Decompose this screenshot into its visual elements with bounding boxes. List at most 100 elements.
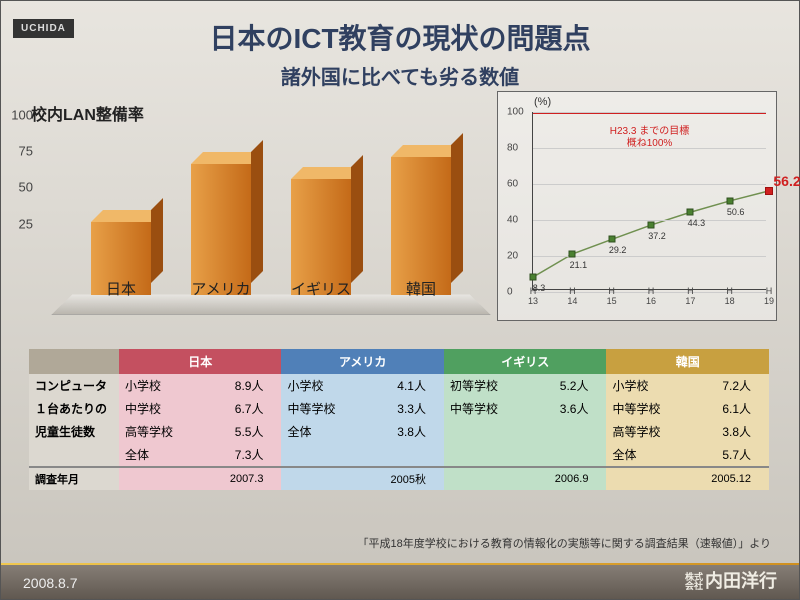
logo-badge: UCHIDA: [13, 19, 74, 38]
source-note: 「平成18年度学校における教育の情報化の実態等に関する調査結果（速報値）」より: [357, 535, 771, 551]
bar: 日本: [91, 222, 151, 295]
table-header-usa: アメリカ: [281, 349, 443, 374]
table-cell-label: 中等学校: [444, 397, 531, 420]
line-value-label: 37.2: [648, 231, 666, 241]
table-header-row: 日本 アメリカ イギリス 韓国: [29, 349, 769, 374]
line-value-label: 21.1: [570, 260, 588, 270]
bar-label: イギリス: [271, 278, 371, 299]
line-value-label: 56.2: [773, 173, 800, 189]
bar: アメリカ: [191, 164, 251, 295]
line-y-tick: 20: [507, 251, 518, 262]
table-survey-value: 2005秋: [281, 467, 443, 490]
table-header-blank: [29, 349, 119, 374]
table-cell-label: 高等学校: [119, 420, 206, 443]
footer-date: 2008.8.7: [23, 575, 78, 591]
table-cell-label: [444, 420, 531, 443]
bar-front: [391, 157, 451, 295]
bar-y-tick: 25: [19, 216, 33, 231]
line-point: [608, 236, 615, 243]
table-cell-value: [368, 443, 444, 467]
bar-y-tick: 50: [19, 180, 33, 195]
data-table: 日本 アメリカ イギリス 韓国 コンピュータ小学校8.9人小学校4.1人初等学校…: [29, 349, 769, 490]
table-cell-label: 小学校: [281, 374, 368, 397]
table-header-japan: 日本: [119, 349, 281, 374]
line-grid: [533, 112, 766, 113]
bar-label: アメリカ: [171, 278, 271, 299]
footer-separator: [1, 563, 799, 565]
table-cell-value: 6.7人: [206, 397, 282, 420]
table-cell-label: 小学校: [606, 374, 693, 397]
line-x-tick: H 17: [685, 287, 695, 307]
line-y-tick: 80: [507, 143, 518, 154]
table-cell-value: 7.3人: [206, 443, 282, 467]
table-row-label: 児童生徒数: [29, 420, 119, 443]
bar-y-tick: 75: [19, 143, 33, 158]
line-x-tick: H 14: [567, 287, 577, 307]
table-row: 児童生徒数高等学校5.5人全体3.8人高等学校3.8人: [29, 420, 769, 443]
bar-side: [451, 133, 463, 283]
title-main: 日本のICT教育の現状の問題点: [1, 17, 799, 57]
table-survey-value: 2007.3: [119, 467, 281, 490]
table-row-label: １台あたりの: [29, 397, 119, 420]
line-value-label: 44.3: [688, 218, 706, 228]
table-row: １台あたりの中学校6.7人中等学校3.3人中等学校3.6人中等学校6.1人: [29, 397, 769, 420]
bar-y-tick: 100: [11, 107, 33, 122]
bar-label: 韓国: [371, 278, 471, 299]
table-cell-label: [281, 443, 368, 467]
bar-chart-plot: 255075100 日本アメリカイギリス韓国: [61, 135, 481, 315]
table-cell-label: 全体: [281, 420, 368, 443]
table-cell-value: 7.2人: [693, 374, 769, 397]
table-cell-label: 中学校: [119, 397, 206, 420]
table-cell-label: [444, 443, 531, 467]
table-cell-value: 8.9人: [206, 374, 282, 397]
table-cell-value: 4.1人: [368, 374, 444, 397]
line-point: [765, 187, 773, 195]
line-x-tick: H 16: [646, 287, 656, 307]
line-grid: [533, 184, 766, 185]
footer-company: 株式 会社内田洋行: [685, 567, 777, 593]
table-cell-value: 5.2人: [531, 374, 607, 397]
table-cell-label: 全体: [606, 443, 693, 467]
table-cell-label: 初等学校: [444, 374, 531, 397]
bar-chart-label: 校内LAN整備率: [31, 101, 471, 125]
footer: 2008.8.7 株式 会社内田洋行: [1, 563, 799, 599]
line-point: [569, 251, 576, 258]
bar: 韓国: [391, 157, 451, 295]
line-y-tick: 0: [507, 287, 513, 298]
line-point: [726, 197, 733, 204]
line-y-tick: 40: [507, 215, 518, 226]
table-cell-value: 6.1人: [693, 397, 769, 420]
line-y-tick: 100: [507, 107, 524, 118]
table-cell-value: [531, 443, 607, 467]
table-header-korea: 韓国: [606, 349, 769, 374]
line-chart-ylabel: (%): [534, 96, 551, 108]
table-row: 全体7.3人全体5.7人: [29, 443, 769, 467]
table-cell-value: 3.8人: [693, 420, 769, 443]
table-cell-label: 小学校: [119, 374, 206, 397]
table-survey-label: 調査年月: [29, 467, 119, 490]
table-cell-value: 5.5人: [206, 420, 282, 443]
title-block: 日本のICT教育の現状の問題点 諸外国に比べても劣る数値: [1, 1, 799, 90]
table-cell-value: 5.7人: [693, 443, 769, 467]
bar-side: [251, 140, 263, 283]
line-grid: [533, 148, 766, 149]
table-cell-label: 全体: [119, 443, 206, 467]
line-chart: (%) H23.3 までの目標概ね100% 020406080100H 13H …: [497, 91, 777, 321]
table-row-label: [29, 443, 119, 467]
line-point: [687, 209, 694, 216]
table-cell-value: 3.8人: [368, 420, 444, 443]
line-point: [530, 274, 537, 281]
table-cell-value: 3.3人: [368, 397, 444, 420]
table-survey-value: 2006.9: [444, 467, 606, 490]
line-x-tick: H 18: [725, 287, 735, 307]
line-value-label: 8.3: [533, 283, 546, 293]
table-cell-label: 中等学校: [281, 397, 368, 420]
table-survey-value: 2005.12: [606, 467, 769, 490]
bar-side: [151, 198, 163, 283]
table-cell-label: 中等学校: [606, 397, 693, 420]
bar-chart: 校内LAN整備率 255075100 日本アメリカイギリス韓国: [31, 101, 471, 341]
table-row-label: コンピュータ: [29, 374, 119, 397]
table-cell-label: 高等学校: [606, 420, 693, 443]
table-header-uk: イギリス: [444, 349, 606, 374]
line-point: [648, 222, 655, 229]
